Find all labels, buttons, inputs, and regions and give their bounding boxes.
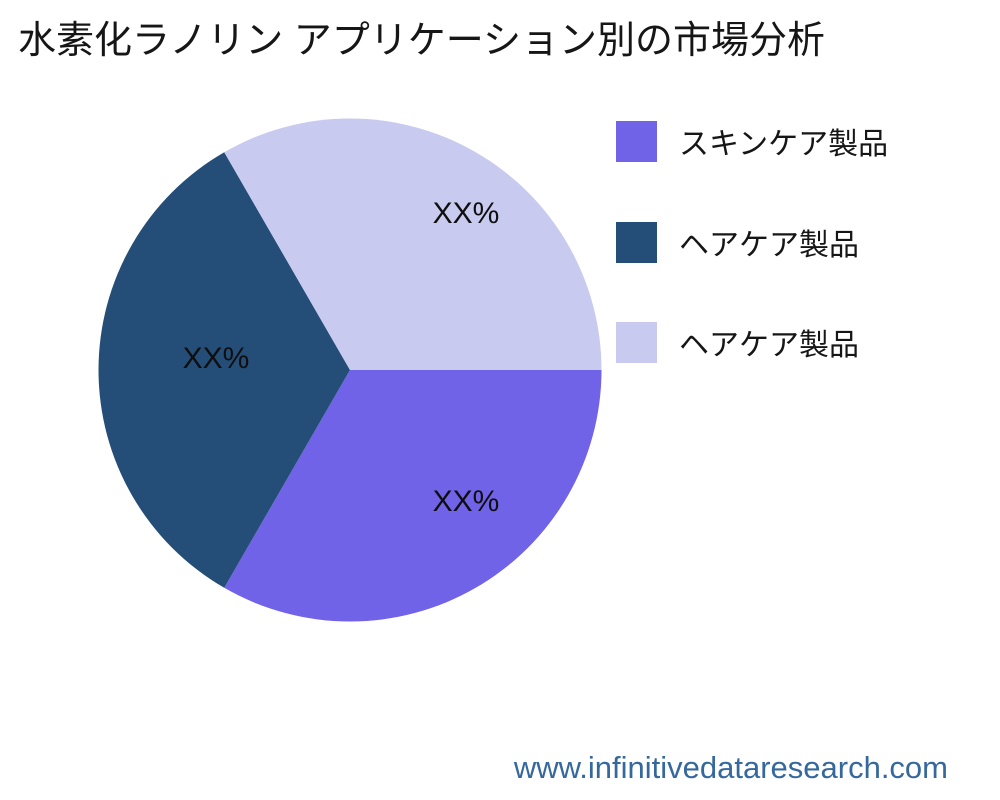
legend-label-skincare: スキンケア製品 (679, 128, 889, 161)
pie-slice-haircare-products-dark (98, 152, 350, 588)
legend-item-skincare-products: スキンケア製品 (616, 119, 888, 163)
legend-label-haircare-dark: ヘアケア製品 (679, 229, 859, 262)
slice-value-label-haircare-light: XX% (432, 197, 500, 230)
legend-swatch-haircare-dark (616, 221, 657, 263)
pie-slice-skincare-products (224, 370, 602, 622)
legend-item-haircare-products-light: ヘアケア製品 (616, 320, 859, 364)
pie-slice-haircare-products-light (224, 118, 602, 370)
legend-item-haircare-products-dark: ヘアケア製品 (616, 220, 859, 264)
chart-title: 水素化ラノリン アプリケーション別の市場分析 (18, 20, 826, 62)
legend-swatch-skincare (616, 120, 657, 162)
legend-swatch-haircare-light (616, 321, 657, 363)
legend-label-haircare-light: ヘアケア製品 (679, 329, 859, 362)
footer-website-link[interactable]: www.infinitivedataresearch.com (513, 750, 948, 785)
slice-value-label-skincare: XX% (432, 485, 500, 518)
slice-value-label-haircare-dark: XX% (182, 342, 250, 375)
